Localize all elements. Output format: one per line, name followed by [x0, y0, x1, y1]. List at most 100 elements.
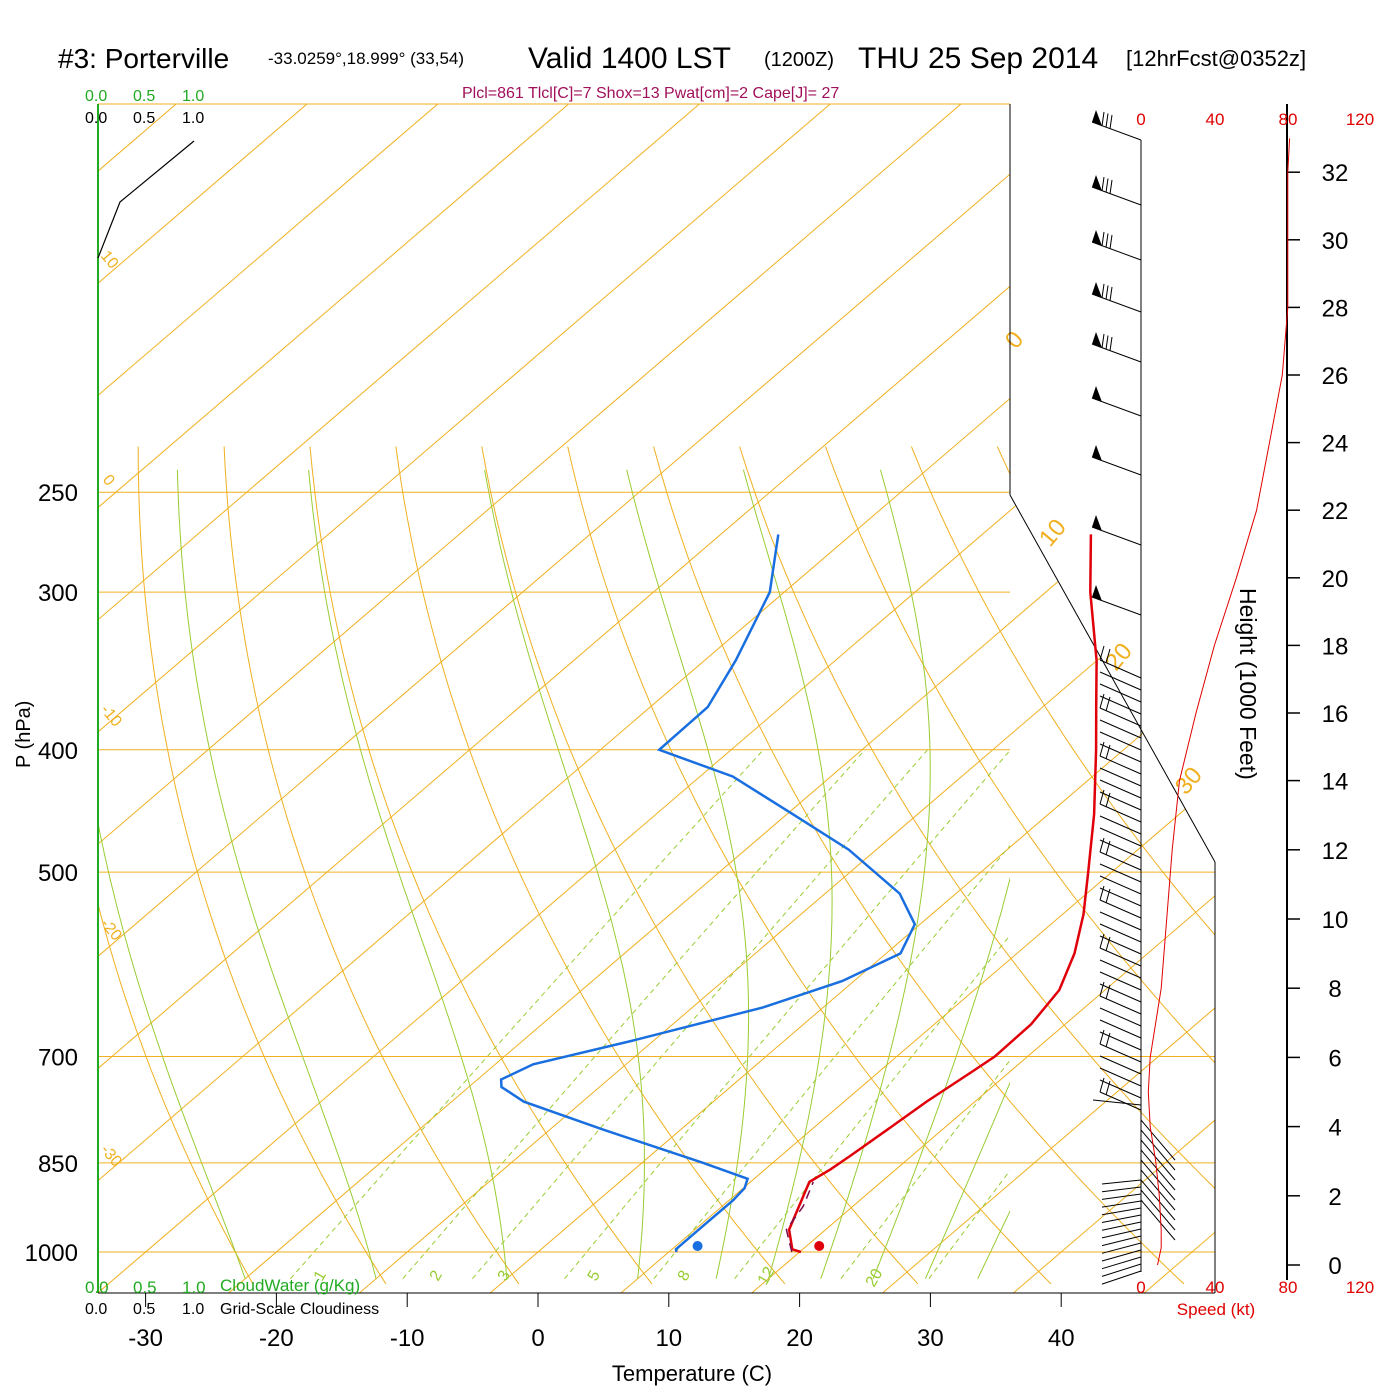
wind-barb: [1140, 1149, 1176, 1191]
wind-barb: [1099, 995, 1142, 1015]
wind-barb-feather: [1105, 178, 1109, 193]
wind-barb-feather: [1109, 234, 1113, 250]
pressure-tick-300: 300: [38, 580, 78, 607]
wind-barb-feather: [1105, 285, 1109, 300]
mixing-ratio-lines: [290, 749, 1010, 1280]
cloudiness-scale-bottom-2: 1.0: [182, 1301, 204, 1318]
isotherm-line: [98, 104, 359, 1293]
wind-barb-flag: [1092, 585, 1102, 601]
moist-adiabat: [484, 469, 645, 1279]
cloudwater-scale-top-0: 0.0: [85, 88, 107, 105]
temp-tick-0: 0: [531, 1325, 544, 1352]
dry-adiabat: [137, 446, 387, 1285]
wind-barb-feather: [1099, 1077, 1105, 1093]
height-tick-14: 14: [1322, 769, 1349, 796]
wind-barb: [1099, 755, 1142, 775]
stability-indices: Plcl=861 Tlcl[C]=7 Shox=13 Pwat[cm]=2 Ca…: [462, 85, 839, 102]
isotherm-line: [350, 104, 1215, 1293]
wind-barb: [1099, 971, 1142, 991]
wind-barb-feather: [1099, 741, 1105, 757]
wind-barb-feather: [1105, 792, 1111, 808]
wind-barb-feather: [1099, 645, 1105, 661]
wind-barb-flag: [1092, 230, 1102, 246]
wind-barbs: [1091, 110, 1176, 1285]
temperature-axis: -30 -20 -10 0 10 20 30 40: [98, 1292, 1215, 1352]
wind-barb-feather: [1099, 1029, 1105, 1045]
wind-barb: [1099, 803, 1142, 823]
wind-barb: [1101, 1256, 1142, 1270]
height-tick-30: 30: [1322, 228, 1349, 255]
sounding-traces: [499, 534, 1098, 1254]
wind-barb: [1101, 1249, 1142, 1262]
cloudwater-label: CloudWater (g/Kg): [220, 1276, 360, 1295]
isotherm-line: [874, 104, 1215, 1293]
wind-barb: [1099, 779, 1142, 799]
wind-barb: [1099, 947, 1142, 967]
speed-tick-bottom-40: 40: [1206, 1278, 1225, 1297]
cloudiness-scale-top-1: 0.5: [133, 110, 155, 127]
wind-barb-feather: [1109, 179, 1113, 195]
isotherm-lines: [98, 104, 1215, 1293]
wind-barb: [1101, 1228, 1142, 1239]
dewpoint-trace: [499, 534, 917, 1253]
speed-tick-top-0: 0: [1136, 110, 1145, 129]
mixing-ratio-line: [564, 749, 1010, 1280]
wind-barb-feather: [1099, 885, 1105, 901]
wind-barb: [1101, 1193, 1142, 1200]
wind-barb: [1099, 911, 1142, 931]
height-tick-8: 8: [1328, 976, 1341, 1003]
dry-adiabat: [481, 446, 919, 1285]
wind-barb: [1099, 683, 1142, 703]
temp-tick-20: 20: [786, 1325, 813, 1352]
height-tick-18: 18: [1322, 633, 1349, 660]
wind-barb-feather: [1099, 693, 1105, 709]
height-tick-20: 20: [1322, 566, 1349, 593]
surface-temperature-dot: [814, 1241, 825, 1251]
isotherm-line: [98, 104, 490, 1293]
moist-adiabat: [820, 469, 931, 1279]
pressure-tick-700: 700: [38, 1045, 78, 1072]
pressure-tick-850: 850: [38, 1151, 78, 1178]
wind-barb: [1101, 1214, 1142, 1223]
wind-barb-flag: [1092, 515, 1102, 531]
wind-barb-feather: [1105, 1080, 1111, 1096]
wind-barb-feather: [1109, 336, 1113, 352]
cloudiness-scale-top-0: 0.0: [85, 110, 107, 127]
pressure-tick-500: 500: [38, 860, 78, 887]
isobar-lines: [98, 491, 1215, 1253]
station-title: #3: Porterville: [58, 43, 229, 74]
wind-barb-feather: [1105, 113, 1109, 128]
wind-barb-feather: [1101, 333, 1105, 349]
wind-barb: [1101, 1221, 1142, 1231]
wind-barb: [1099, 1031, 1142, 1051]
wind-barb: [1099, 1007, 1142, 1027]
cloudwater-scale-bottom-2: 1.0: [182, 1278, 206, 1297]
cloudwater-scale-bottom-0: 0.0: [85, 1278, 109, 1297]
height-tick-6: 6: [1328, 1045, 1341, 1072]
wind-barb: [1101, 1263, 1142, 1277]
dry-adiabat: [825, 446, 1215, 1285]
wind-barb: [1101, 1207, 1142, 1216]
wind-barb: [1099, 731, 1142, 751]
isotherm-line: [98, 104, 621, 1293]
mixing-ratio-line: [653, 844, 1010, 1280]
utc-time: (1200Z): [764, 49, 834, 71]
temp-tick-40: 40: [1048, 1325, 1075, 1352]
wind-barb: [1140, 1189, 1176, 1231]
legend-bottom: 0.0 0.5 1.0 CloudWater (g/Kg) 0.0 0.5 1.…: [85, 1276, 379, 1318]
wind-barb: [1099, 863, 1142, 883]
wind-barb: [1099, 1091, 1142, 1111]
height-tick-4: 4: [1328, 1115, 1341, 1142]
moist-adiabat: [98, 820, 246, 1279]
wind-barb: [1099, 875, 1142, 895]
wind-barb: [1099, 719, 1142, 739]
wind-barb: [1099, 935, 1142, 955]
wind-barb-feather: [1101, 283, 1105, 299]
cloudiness-trace: [97, 140, 195, 259]
wind-barb: [1099, 851, 1142, 871]
speed-tick-bottom-120: 120: [1346, 1278, 1374, 1297]
wind-barb-flag: [1092, 175, 1102, 191]
moist-adiabat: [872, 876, 1010, 1279]
isotherm-line: [98, 104, 1144, 1293]
